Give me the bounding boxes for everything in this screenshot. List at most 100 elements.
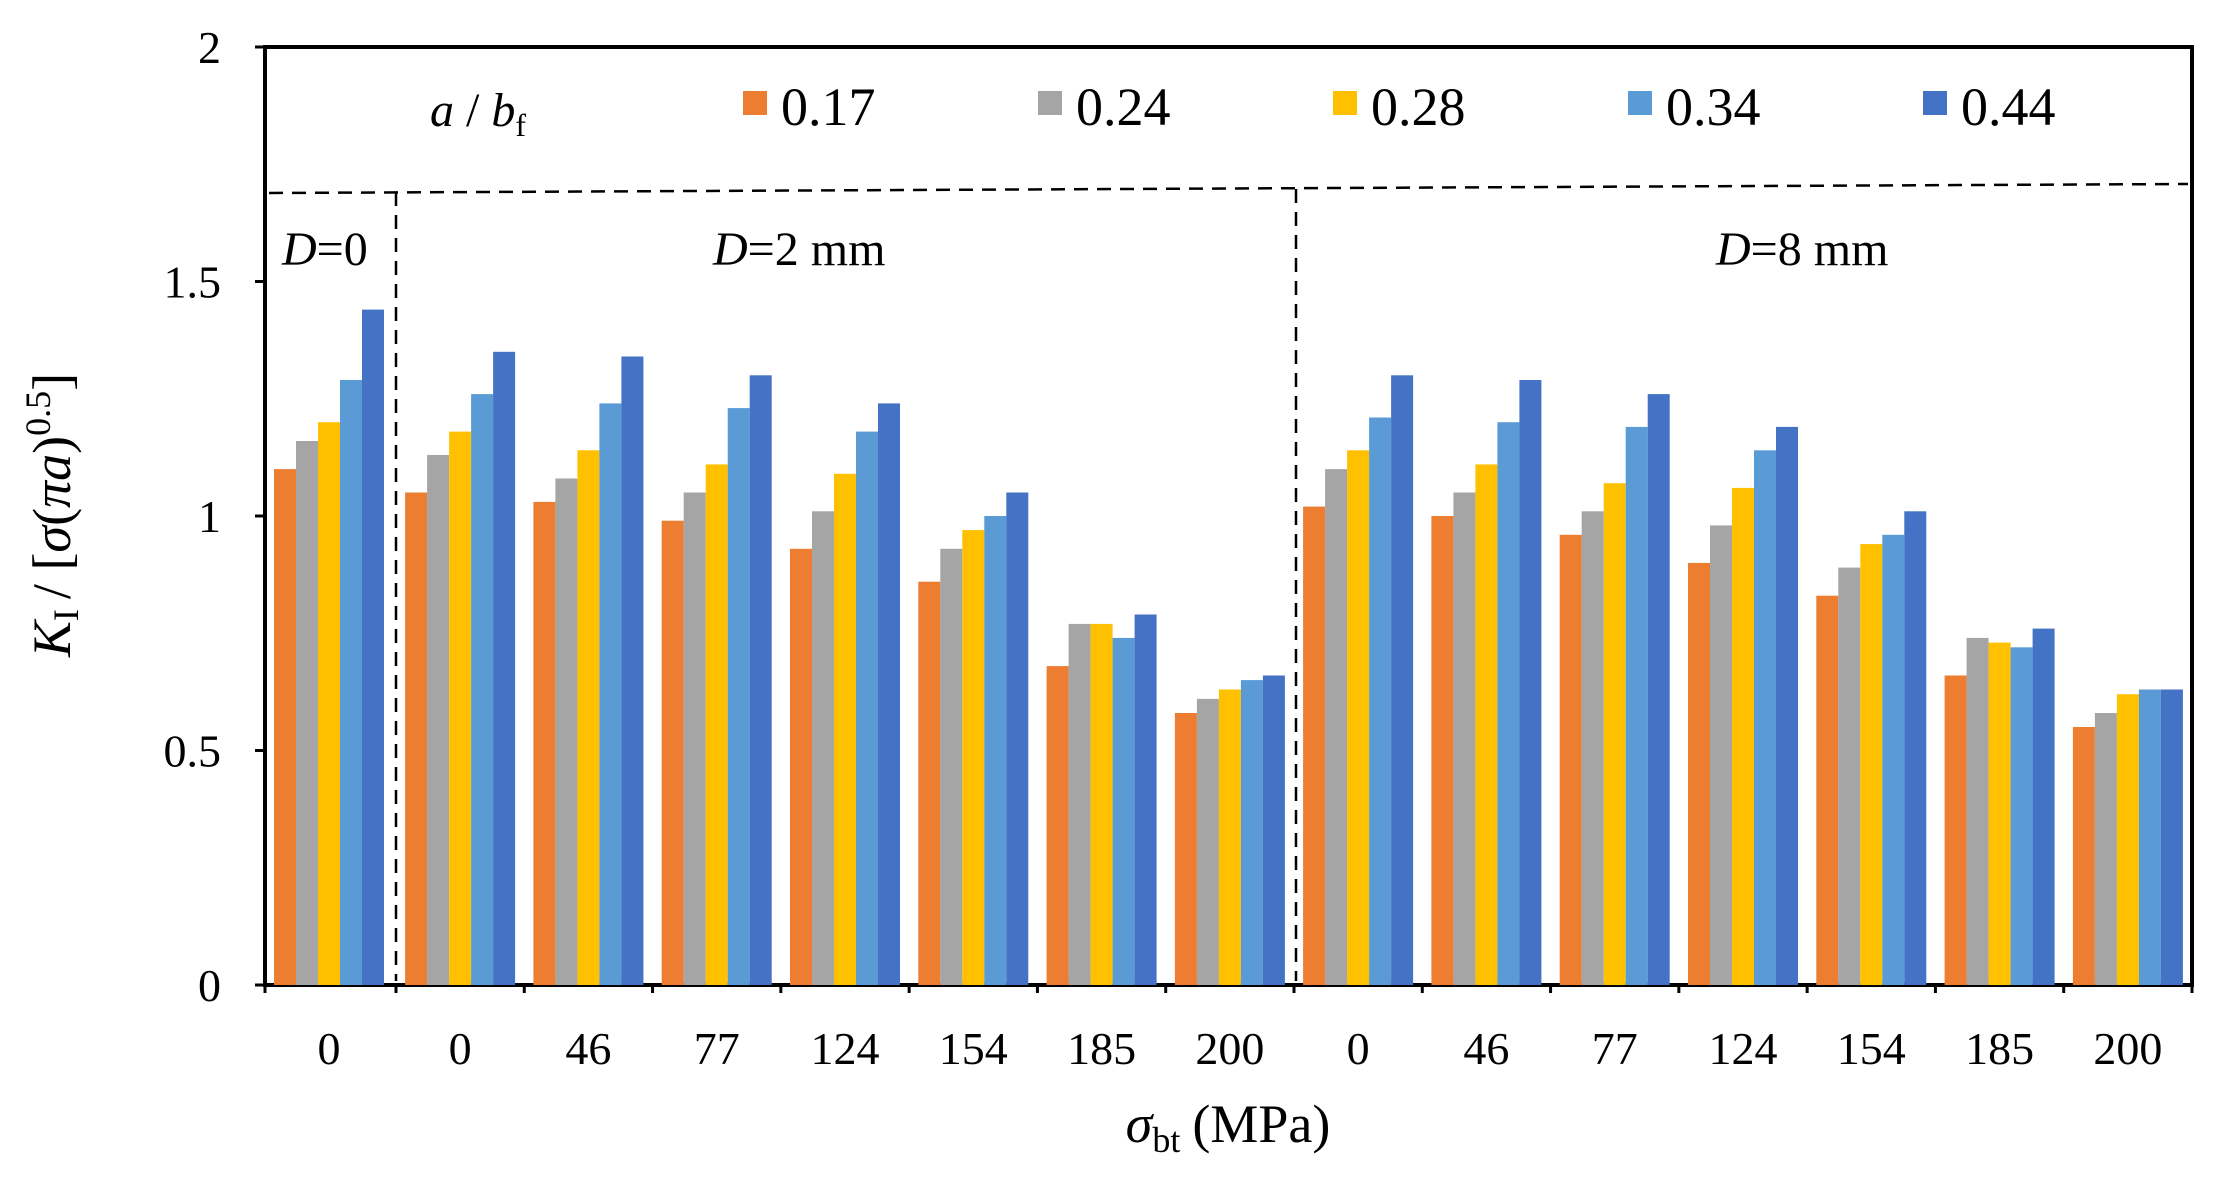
- bar-0.24-cat-11: [1710, 525, 1732, 985]
- bar-0.17-cat-2: [533, 501, 556, 985]
- bar-0.24-cat-2: [555, 478, 578, 985]
- bar-0.34-cat-8: [1369, 417, 1392, 985]
- bar-0.17-cat-3: [661, 520, 684, 985]
- bar-0.44-cat-2: [621, 356, 644, 985]
- bar-0.44-cat-9: [1519, 380, 1542, 985]
- legend-swatch-0.17: [743, 91, 767, 115]
- legend-swatch-0.28: [1333, 91, 1357, 115]
- bar-0.28-cat-12: [1860, 544, 1883, 985]
- bar-0.17-cat-11: [1688, 562, 1710, 985]
- bar-0.24-cat-0: [296, 441, 318, 985]
- bar-0.28-cat-13: [1988, 642, 2011, 985]
- bar-0.24-cat-3: [683, 492, 706, 985]
- bar-0.17-cat-14: [2072, 727, 2095, 985]
- bar-0.34-cat-11: [1754, 450, 1776, 985]
- bar-0.24-cat-1: [427, 455, 450, 985]
- x-tick-label: 124: [811, 1023, 880, 1074]
- bar-0.28-cat-4: [834, 473, 856, 985]
- legend-swatch-0.24: [1038, 91, 1062, 115]
- bar-0.28-cat-9: [1475, 464, 1498, 985]
- legend-swatch-0.44: [1923, 91, 1947, 115]
- bar-0.28-cat-1: [449, 431, 472, 986]
- bar-0.44-cat-0: [362, 309, 384, 986]
- group-label-d2mm: D=2 mm: [712, 223, 885, 276]
- x-tick-label: 200: [2093, 1023, 2162, 1074]
- x-tick-label: 185: [1067, 1023, 1136, 1074]
- y-tick-label: 2: [198, 22, 221, 73]
- x-tick-label: 0: [318, 1023, 341, 1074]
- x-tick-label: 0: [449, 1023, 472, 1074]
- x-tick-label: 185: [1965, 1023, 2034, 1074]
- bar-0.24-cat-5: [940, 548, 963, 985]
- legend-label-0.24: 0.24: [1076, 77, 1171, 137]
- bar-0.28-cat-10: [1603, 483, 1626, 985]
- bar-0.28-cat-7: [1218, 689, 1241, 985]
- bar-0.34-cat-13: [2010, 647, 2033, 985]
- group-label-d8mm: D=8 mm: [1715, 223, 1888, 276]
- bar-0.24-cat-13: [1966, 637, 1989, 985]
- bar-0.17-cat-8: [1303, 506, 1326, 985]
- x-tick-label: 46: [565, 1023, 611, 1074]
- bar-0.34-cat-5: [984, 516, 1007, 985]
- bar-0.17-cat-10: [1559, 534, 1582, 985]
- bar-0.28-cat-5: [962, 530, 985, 985]
- bar-0.24-cat-9: [1453, 492, 1476, 985]
- bar-0.34-cat-12: [1882, 534, 1905, 985]
- bar-0.17-cat-5: [918, 581, 941, 985]
- bar-0.44-cat-11: [1776, 426, 1798, 985]
- bar-0.17-cat-12: [1816, 595, 1839, 985]
- bar-0.24-cat-14: [2094, 713, 2117, 985]
- legend: a / bf 0.17 0.24 0.28 0.34 0.44: [430, 77, 2056, 143]
- x-tick-label: 46: [1463, 1023, 1509, 1074]
- bar-0.34-cat-10: [1625, 426, 1648, 985]
- x-axis-title: σbt (MPa): [1126, 1094, 1331, 1160]
- y-tick-label: 0: [198, 960, 221, 1011]
- y-tick-label: 0.5: [164, 726, 222, 777]
- legend-label-0.44: 0.44: [1961, 77, 2056, 137]
- bar-0.24-cat-7: [1196, 698, 1219, 985]
- legend-separator-line: [268, 182, 2189, 195]
- bar-0.44-cat-8: [1391, 375, 1414, 985]
- bar-0.44-cat-7: [1262, 675, 1285, 985]
- bar-0.34-cat-4: [856, 431, 878, 986]
- bar-0.28-cat-0: [318, 422, 340, 985]
- bar-0.17-cat-9: [1431, 516, 1454, 985]
- bar-0.17-cat-4: [790, 548, 812, 985]
- y-axis-title: KI/ [σ(πa)0.5]: [18, 373, 86, 658]
- x-tick-label: 154: [1837, 1023, 1906, 1074]
- bar-0.17-cat-13: [1944, 675, 1967, 985]
- bar-0.34-cat-14: [2138, 689, 2161, 985]
- legend-label-0.17: 0.17: [781, 77, 876, 137]
- bar-0.44-cat-4: [878, 403, 900, 985]
- bar-0.44-cat-3: [749, 375, 772, 985]
- bar-0.17-cat-6: [1046, 666, 1069, 985]
- bar-0.28-cat-3: [705, 464, 728, 985]
- y-axis: 0 0.5 1 1.5 2: [164, 22, 265, 1011]
- x-tick-label: 200: [1195, 1023, 1264, 1074]
- bar-0.17-cat-1: [405, 492, 428, 985]
- bar-0.28-cat-6: [1090, 623, 1113, 985]
- y-tick-label: 1: [198, 491, 221, 542]
- x-tick-label: 0: [1347, 1023, 1370, 1074]
- legend-label-0.28: 0.28: [1371, 77, 1466, 137]
- bar-0.34-cat-7: [1240, 680, 1263, 985]
- bar-0.28-cat-14: [2116, 694, 2139, 985]
- x-axis: 0 0 46 77 124 154 185 200 0 46 77 124 154 185 200: [263, 985, 2194, 1074]
- bar-0.34-cat-1: [471, 394, 494, 986]
- bar-0.44-cat-1: [493, 351, 516, 985]
- bar-0.34-cat-0: [340, 380, 362, 985]
- bar-0.44-cat-14: [2160, 689, 2183, 985]
- legend-title: a / bf: [430, 84, 526, 143]
- bars-layer: [274, 309, 2183, 986]
- bar-0.24-cat-10: [1581, 511, 1604, 985]
- bar-0.34-cat-9: [1497, 422, 1520, 985]
- bar-0.24-cat-6: [1068, 623, 1091, 985]
- y-tick-label: 1.5: [164, 257, 222, 308]
- bar-0.24-cat-12: [1838, 567, 1861, 985]
- group-label-d0: D=0: [281, 223, 368, 276]
- bar-0.44-cat-12: [1904, 511, 1927, 985]
- bar-0.44-cat-6: [1134, 614, 1157, 985]
- x-tick-label: 77: [1592, 1023, 1638, 1074]
- bar-0.44-cat-13: [2032, 628, 2055, 985]
